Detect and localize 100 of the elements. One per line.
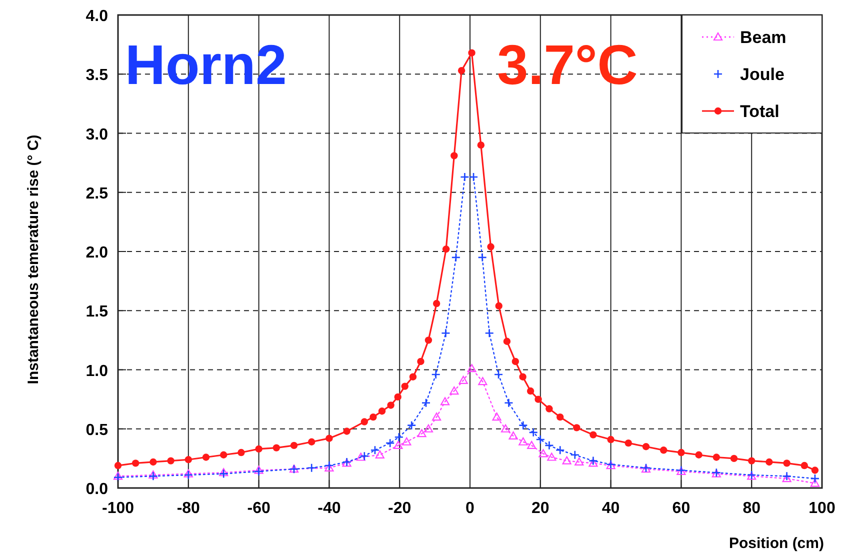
point xyxy=(478,252,487,262)
point xyxy=(431,370,441,380)
point xyxy=(441,328,450,338)
point xyxy=(527,440,536,449)
point xyxy=(255,445,262,453)
point xyxy=(555,446,565,455)
point xyxy=(574,457,584,466)
point xyxy=(360,451,370,461)
point xyxy=(254,466,264,474)
point xyxy=(518,437,528,446)
point xyxy=(519,373,526,380)
point xyxy=(432,412,442,421)
point xyxy=(308,438,316,446)
point xyxy=(406,420,416,430)
point xyxy=(468,49,476,56)
point xyxy=(306,463,316,473)
point xyxy=(458,66,466,74)
y-tick-label: 1.0 xyxy=(86,362,108,380)
y-tick-label: 0.0 xyxy=(86,481,108,498)
point xyxy=(290,442,298,450)
point xyxy=(254,466,264,476)
point xyxy=(385,438,395,448)
point xyxy=(678,448,685,456)
point xyxy=(184,469,193,478)
point xyxy=(417,358,424,366)
point xyxy=(748,457,756,464)
point xyxy=(460,172,470,182)
x-tick-label: -100 xyxy=(102,500,134,517)
point xyxy=(450,152,458,160)
point xyxy=(512,358,520,366)
y-axis-title: Instantaneous temerature rise (° C) xyxy=(25,134,42,384)
x-tick-label: 40 xyxy=(602,500,620,517)
point xyxy=(503,338,511,345)
point xyxy=(409,373,417,380)
point xyxy=(528,428,538,438)
legend-label: Joule xyxy=(740,65,784,84)
x-tick-label: 80 xyxy=(742,500,761,517)
point xyxy=(394,393,402,401)
point xyxy=(538,449,548,458)
point xyxy=(534,396,542,403)
y-tick-label: 1.5 xyxy=(86,304,108,321)
point xyxy=(800,462,808,470)
y-tick-label: 3.0 xyxy=(86,126,108,144)
point xyxy=(590,431,597,438)
point xyxy=(783,460,790,467)
point xyxy=(810,474,820,484)
point xyxy=(360,418,368,426)
y-tick-label: 4.0 xyxy=(86,8,108,25)
point xyxy=(113,472,123,482)
point xyxy=(811,466,819,474)
legend-label: Beam xyxy=(740,28,786,47)
point xyxy=(370,446,380,455)
point xyxy=(766,458,773,466)
x-tick-label: -40 xyxy=(318,500,341,517)
point xyxy=(272,444,280,452)
point xyxy=(501,424,510,432)
point xyxy=(547,452,556,461)
point xyxy=(394,440,403,449)
point xyxy=(607,436,614,444)
x-tick-label: 60 xyxy=(672,500,690,517)
point xyxy=(220,451,228,458)
x-axis-title: Position (cm) xyxy=(728,535,824,552)
y-tick-label: 2.0 xyxy=(86,244,108,262)
point xyxy=(184,470,194,480)
point xyxy=(238,448,245,456)
point xyxy=(492,412,502,421)
point xyxy=(343,428,350,435)
point xyxy=(588,458,598,467)
point xyxy=(624,439,632,447)
point xyxy=(468,172,478,182)
point xyxy=(132,460,140,467)
point xyxy=(544,440,554,450)
point xyxy=(712,454,720,461)
point xyxy=(356,452,366,461)
point xyxy=(484,328,494,338)
point xyxy=(326,434,333,442)
point xyxy=(562,456,572,464)
point xyxy=(370,413,377,421)
point xyxy=(450,386,459,395)
point xyxy=(394,432,404,442)
point xyxy=(556,413,564,421)
x-tick-label: -80 xyxy=(176,500,200,517)
point xyxy=(375,450,384,458)
point xyxy=(467,364,476,372)
point xyxy=(417,429,426,438)
legend-label: Total xyxy=(740,102,780,121)
point xyxy=(487,243,494,250)
x-tick-label: -20 xyxy=(388,500,412,517)
point xyxy=(424,336,432,344)
point xyxy=(451,252,461,262)
point xyxy=(495,302,502,310)
point xyxy=(150,458,157,466)
point xyxy=(546,405,553,412)
x-tick-label: 20 xyxy=(532,500,550,517)
point xyxy=(730,454,738,462)
x-tick-label: 0 xyxy=(466,500,475,517)
x-tick-label: -60 xyxy=(247,500,270,517)
point xyxy=(167,457,174,464)
point xyxy=(478,377,488,386)
point xyxy=(573,424,580,432)
